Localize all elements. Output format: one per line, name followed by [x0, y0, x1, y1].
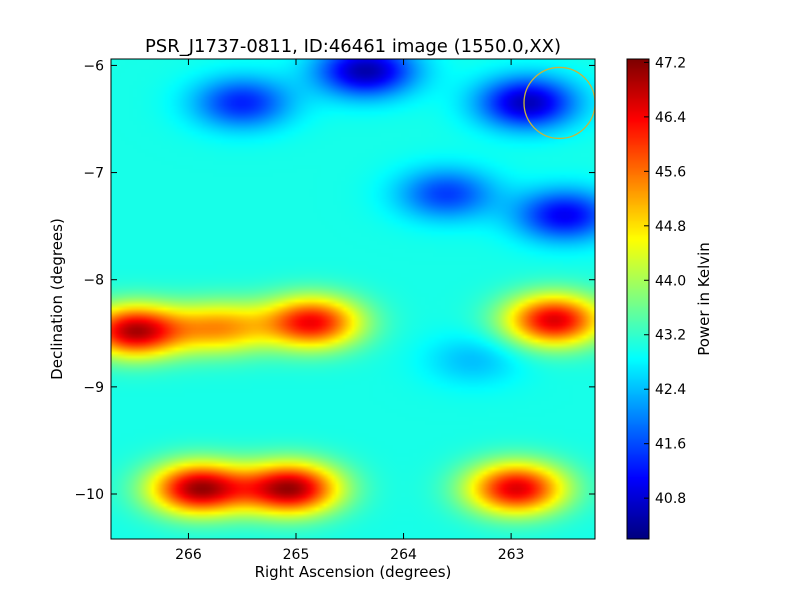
x-tick-label: 264	[390, 547, 417, 563]
colorbar-tick-label: 42.4	[655, 382, 686, 398]
y-axis-label: Declination (degrees)	[48, 218, 66, 380]
x-axis-label: Right Ascension (degrees)	[255, 563, 452, 581]
colorbar-tick-label: 43.2	[655, 328, 686, 344]
chart-title: PSR_J1737-0811, ID:46461 image (1550.0,X…	[145, 36, 561, 57]
colorbar-ticks: 47.2 46.4 45.6 44.8 44.0 43.2 42.4 41.6 40.8	[644, 55, 686, 507]
heatmap-image	[111, 59, 595, 539]
x-tick-label: 265	[283, 547, 310, 563]
x-tick-label: 266	[175, 547, 202, 563]
y-tick-label: −10	[74, 487, 104, 503]
y-tick-label: −8	[83, 273, 104, 289]
y-axis: −6 −7 −8 −9 −10	[74, 58, 595, 503]
x-axis: 266 265 264 263	[175, 59, 524, 563]
colorbar-tick-label: 44.0	[655, 273, 686, 289]
plot-frame	[110, 58, 596, 540]
colorbar-tick-label: 45.6	[655, 164, 686, 180]
colorbar-tick-label: 44.8	[655, 219, 686, 235]
colorbar-frame	[626, 58, 650, 540]
colorbar-tick-label: 40.8	[655, 491, 686, 507]
y-tick-label: −6	[83, 58, 104, 74]
heatmap-area	[110, 58, 596, 540]
y-tick-label: −7	[83, 166, 104, 182]
colorbar-tick-label: 46.4	[655, 110, 686, 126]
colorbar-tick-label: 47.2	[655, 55, 686, 71]
colorbar: 47.2 46.4 45.6 44.8 44.0 43.2 42.4 41.6 40.8	[626, 55, 686, 540]
x-tick-label: 263	[498, 547, 525, 563]
colorbar-tick-label: 41.6	[655, 437, 686, 453]
y-tick-label: −9	[83, 380, 104, 396]
colorbar-gradient	[627, 59, 649, 539]
colorbar-label: Power in Kelvin	[695, 242, 713, 356]
